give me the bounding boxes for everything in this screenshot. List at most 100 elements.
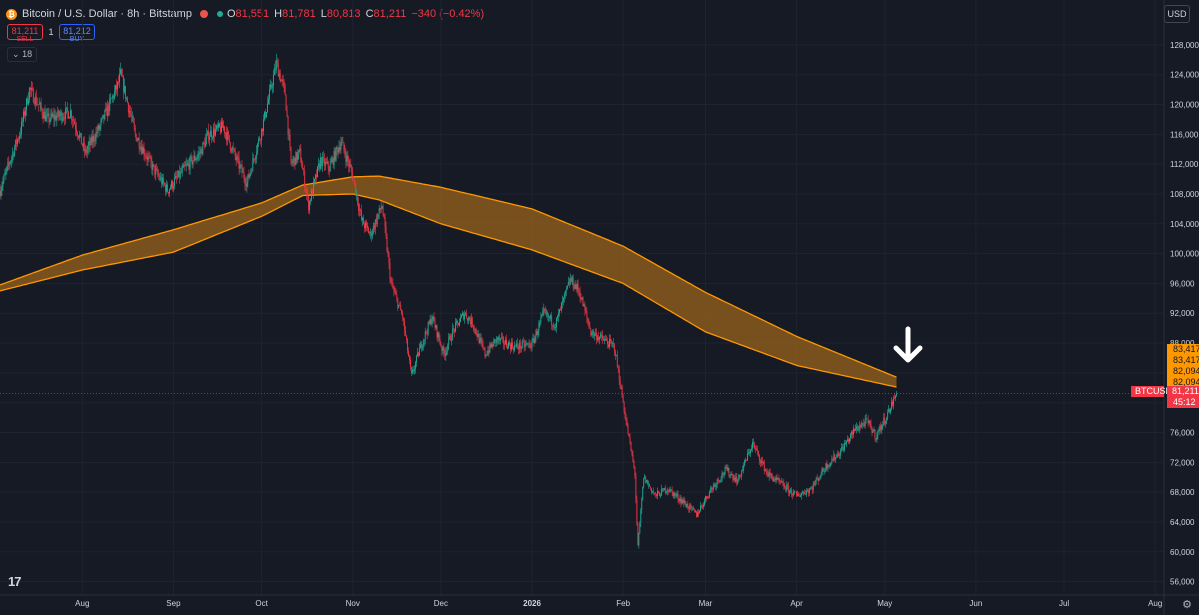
candle-body xyxy=(647,480,649,485)
candle-body xyxy=(90,136,92,146)
candle-body xyxy=(623,402,625,412)
candle-body xyxy=(8,162,10,164)
candle-body xyxy=(92,136,94,143)
band-lower-label: 82,094 xyxy=(1167,366,1199,377)
candle-body xyxy=(413,370,414,372)
candle-body xyxy=(888,408,890,413)
order-quantity[interactable]: 1 xyxy=(48,27,54,37)
candle-body xyxy=(804,493,806,495)
candle-body xyxy=(668,491,670,492)
candle-body xyxy=(490,343,492,347)
candle-body xyxy=(571,277,573,282)
candle-body xyxy=(853,428,855,431)
candle-body xyxy=(231,147,233,152)
candle-body xyxy=(451,339,453,341)
candle-body xyxy=(349,164,351,167)
candle-body xyxy=(283,82,285,86)
candle-body xyxy=(676,494,678,496)
candle-body xyxy=(746,460,748,461)
band-upper-label: 83,417 xyxy=(1167,344,1199,355)
candle-body xyxy=(791,489,793,495)
candle-body xyxy=(55,115,57,121)
candle-body xyxy=(533,338,535,344)
candle-body xyxy=(863,423,865,427)
buy-button[interactable]: 81,212 BUY xyxy=(59,24,95,43)
candle-body xyxy=(449,335,451,338)
candle-body xyxy=(461,315,462,318)
candle-body xyxy=(367,228,369,234)
candle-body xyxy=(671,489,673,492)
candle-body xyxy=(35,96,37,105)
candle-body xyxy=(136,139,138,141)
candle-body xyxy=(741,470,743,477)
candle-body xyxy=(689,504,691,510)
candle-body xyxy=(772,477,774,482)
candle-body xyxy=(267,103,268,113)
market-status-icon[interactable] xyxy=(199,10,208,18)
candle-body xyxy=(612,343,614,345)
candle-body xyxy=(556,318,557,328)
x-tick-label: Apr xyxy=(790,599,803,608)
candle-body xyxy=(503,337,505,345)
candle-body xyxy=(463,314,465,320)
candle-body xyxy=(201,149,203,155)
candle-body xyxy=(240,165,242,166)
candle-body xyxy=(730,474,732,476)
symbol-title[interactable]: Bitcoin / U.S. Dollar · 8h · Bitstamp xyxy=(22,8,192,20)
price-axis[interactable]: 56,00060,00064,00068,00072,00076,00080,0… xyxy=(1170,41,1199,587)
candle-body xyxy=(211,130,213,138)
symbol-tag: BTCUSD xyxy=(1131,386,1172,397)
tradingview-logo-icon[interactable]: 17 xyxy=(8,574,22,589)
candle-body xyxy=(886,417,888,421)
candle-body xyxy=(277,63,279,77)
candle-body xyxy=(392,283,394,289)
candle-body xyxy=(719,480,721,482)
candle-body xyxy=(667,489,669,492)
candle-body xyxy=(311,190,313,201)
candle-body xyxy=(198,152,200,155)
candle-body xyxy=(38,104,40,106)
candle-body xyxy=(570,278,572,282)
candle-body xyxy=(522,341,524,342)
currency-selector[interactable]: USD xyxy=(1164,5,1190,23)
indicators-toggle[interactable]: ⌄ 18 xyxy=(7,47,38,62)
candle-body xyxy=(159,176,161,180)
candle-body xyxy=(554,327,556,328)
candle-body xyxy=(121,69,122,76)
candle-body xyxy=(49,119,51,122)
candle-body xyxy=(295,152,297,166)
candle-body xyxy=(707,496,709,498)
candle-body xyxy=(770,474,772,475)
candle-body xyxy=(325,161,327,163)
time-axis[interactable]: Aug Sep Oct Nov Dec 2026 Feb Mar Apr May Jun Jul Aug xyxy=(75,599,1162,608)
candle-body xyxy=(193,155,195,161)
candle-body xyxy=(642,486,644,500)
candle-body xyxy=(675,495,677,496)
candle-body xyxy=(767,474,769,477)
y-tick-label: 120,000 xyxy=(1170,101,1199,110)
candle-body xyxy=(672,491,674,497)
candle-body xyxy=(562,297,564,302)
candle-body xyxy=(874,429,876,439)
candle-body xyxy=(816,478,818,479)
candle-body xyxy=(811,488,813,491)
gear-icon[interactable]: ⚙ xyxy=(1182,599,1192,611)
candle-body xyxy=(549,316,551,319)
y-tick-label: 72,000 xyxy=(1170,458,1195,467)
candle-body xyxy=(233,149,235,150)
band-fill xyxy=(0,176,897,388)
candle-body xyxy=(321,156,323,167)
candle-body xyxy=(191,156,193,165)
candle-body xyxy=(781,481,783,483)
candle-body xyxy=(19,135,21,139)
candle-body xyxy=(610,341,612,344)
candle-body xyxy=(857,429,859,431)
candle-body xyxy=(31,87,33,90)
candle-body xyxy=(215,129,217,136)
candle-body xyxy=(547,312,549,317)
candle-body xyxy=(778,478,780,482)
sell-button[interactable]: 81,211 SELL xyxy=(7,24,43,43)
candle-body xyxy=(129,110,131,115)
candle-body xyxy=(54,115,56,120)
